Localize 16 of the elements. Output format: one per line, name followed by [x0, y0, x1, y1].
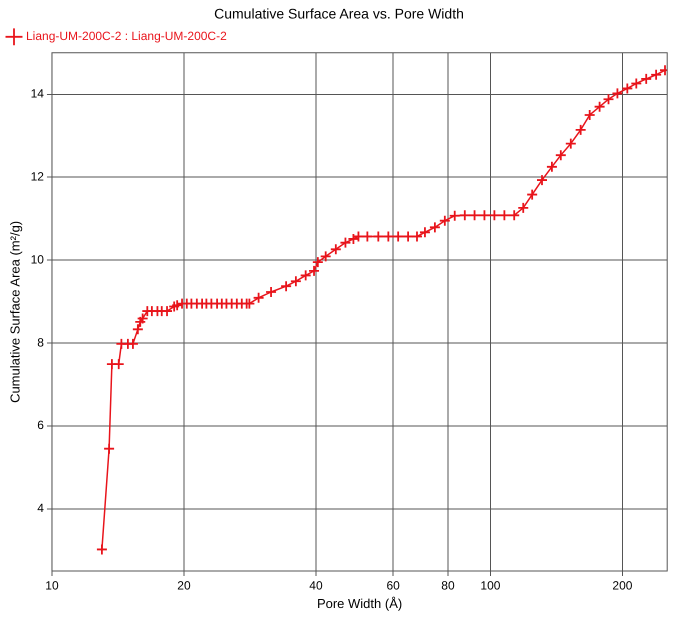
y-tick-label: 12	[30, 169, 44, 184]
y-axis-title: Cumulative Surface Area (m²/g)	[7, 220, 22, 403]
y-tick-label: 6	[37, 418, 44, 432]
y-tick-label: 10	[30, 252, 44, 266]
x-axis-title: Pore Width (Å)	[316, 596, 402, 611]
x-tick-label: 200	[612, 578, 633, 593]
x-tick-label: 40	[309, 578, 323, 593]
x-tick-label: 20	[177, 578, 191, 593]
x-tick-label: 100	[480, 578, 501, 593]
x-tick-label: 60	[386, 578, 400, 593]
y-tick-label: 8	[37, 335, 44, 350]
y-tick-label: 14	[30, 86, 44, 101]
x-tick-label: 80	[441, 578, 455, 593]
chart-title: Cumulative Surface Area vs. Pore Width	[214, 5, 464, 22]
legend-label: Liang-UM-200C-2 : Liang-UM-200C-2	[26, 29, 228, 44]
y-tick-label: 4	[37, 501, 44, 516]
